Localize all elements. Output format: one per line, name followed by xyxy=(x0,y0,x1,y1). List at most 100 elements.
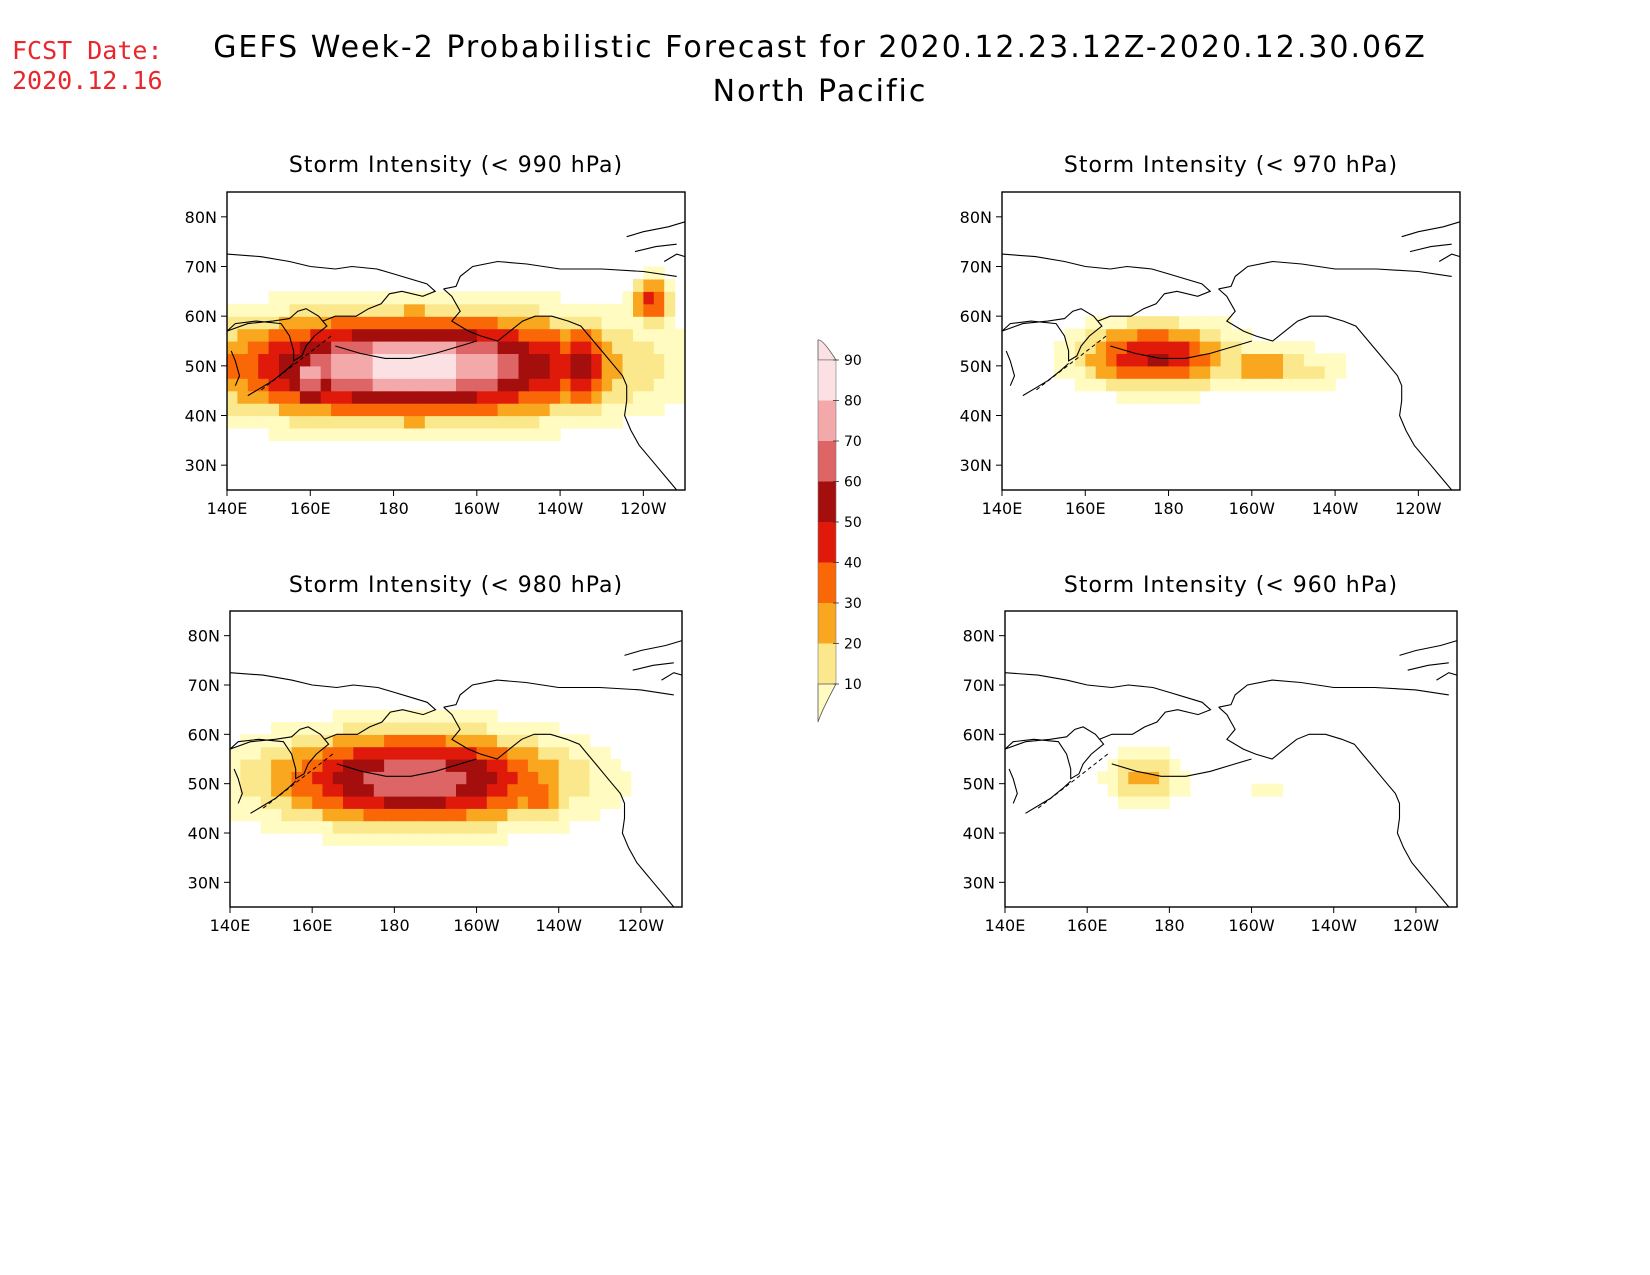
probability-cell xyxy=(1335,365,1347,379)
probability-cell xyxy=(362,328,374,342)
map-frame xyxy=(1004,610,1458,908)
probability-cell xyxy=(260,820,272,834)
probability-cell xyxy=(320,291,332,305)
probability-cell xyxy=(601,303,613,317)
probability-cell xyxy=(301,796,313,809)
lat-label: 30N xyxy=(960,456,992,475)
probability-cell xyxy=(351,427,363,441)
probability-cell xyxy=(508,328,519,342)
probability-cell xyxy=(1220,341,1232,354)
probability-cell xyxy=(1137,365,1149,379)
probability-cell xyxy=(383,328,395,342)
probability-cell xyxy=(1220,378,1232,392)
probability-cell xyxy=(424,328,436,342)
probability-cell xyxy=(383,291,395,305)
probability-cell xyxy=(664,365,676,379)
probability-cell xyxy=(528,328,540,342)
probability-cell xyxy=(456,341,467,354)
probability-cell xyxy=(517,783,529,797)
probability-cell xyxy=(487,415,499,429)
probability-cell xyxy=(353,734,365,748)
probability-cell xyxy=(312,759,324,772)
probability-cell xyxy=(1116,341,1128,354)
probability-cell xyxy=(486,722,498,735)
probability-cell xyxy=(240,796,252,809)
lat-label: 50N xyxy=(963,775,995,794)
probability-cell xyxy=(435,291,447,305)
probability-cell xyxy=(539,427,551,441)
probability-cell xyxy=(1231,353,1242,367)
lat-label: 60N xyxy=(963,725,995,744)
probability-cell xyxy=(1231,341,1242,354)
probability-cell xyxy=(1199,378,1211,392)
probability-cell xyxy=(363,734,375,748)
probability-cell xyxy=(476,808,488,822)
coastline xyxy=(229,672,437,740)
probability-cell xyxy=(351,291,363,305)
coastline xyxy=(1399,640,1458,656)
probability-cell xyxy=(258,415,270,429)
forecast-date-label: FCST Date: 2020.12.16 xyxy=(12,36,163,96)
probability-cell xyxy=(289,365,301,379)
probability-cell xyxy=(580,341,592,354)
probability-cell xyxy=(1251,378,1263,392)
probability-cell xyxy=(1147,378,1159,392)
probability-cell xyxy=(589,808,601,822)
probability-cell xyxy=(404,427,415,441)
probability-cell xyxy=(508,365,519,379)
probability-cell xyxy=(435,390,447,404)
probability-cell xyxy=(580,403,592,417)
coastline xyxy=(230,350,241,386)
probability-cell xyxy=(570,316,582,330)
probability-cell xyxy=(281,808,293,822)
lon-label: 180 xyxy=(1154,916,1185,935)
probability-cell xyxy=(527,759,539,772)
probability-cell xyxy=(599,771,611,785)
probability-cell xyxy=(227,415,238,429)
probability-cell xyxy=(1168,390,1180,404)
probability-cell xyxy=(341,415,353,429)
probability-cell xyxy=(664,341,676,354)
probability-cell xyxy=(281,759,293,772)
probability-cell xyxy=(393,390,405,404)
probability-cell xyxy=(445,722,457,735)
probability-cell xyxy=(1293,341,1305,354)
probability-cell xyxy=(1179,771,1191,785)
probability-cell xyxy=(312,722,324,735)
probability-cell xyxy=(527,771,539,785)
probability-cell xyxy=(372,341,384,354)
probability-cell xyxy=(240,808,252,822)
probability-cell xyxy=(560,415,572,429)
lat-label: 80N xyxy=(185,208,217,227)
probability-cell xyxy=(289,316,301,330)
figure-subtitle: North Pacific xyxy=(712,74,928,109)
probability-cell xyxy=(539,378,551,392)
probability-cell xyxy=(394,734,406,748)
lat-label: 30N xyxy=(963,873,995,892)
probability-cell xyxy=(643,278,655,292)
probability-cell xyxy=(289,291,301,305)
lon-label: 120W xyxy=(1393,916,1440,935)
probability-cell xyxy=(310,291,322,305)
probability-cell xyxy=(383,303,395,317)
probability-cell xyxy=(548,808,560,822)
probability-cell xyxy=(1169,783,1181,797)
probability-cell xyxy=(310,403,322,417)
probability-cell xyxy=(456,403,467,417)
probability-cell xyxy=(1064,341,1076,354)
coastline xyxy=(1401,221,1461,238)
probability-cell xyxy=(353,771,365,785)
probability-cell xyxy=(250,796,262,809)
probability-cell xyxy=(653,403,665,417)
probability-cell xyxy=(372,303,384,317)
probability-cell xyxy=(260,746,272,760)
probability-cell xyxy=(643,390,655,404)
probability-cell xyxy=(466,796,478,809)
probability-cell xyxy=(518,291,530,305)
probability-cell xyxy=(414,771,426,785)
probability-cell xyxy=(230,771,241,785)
probability-cell xyxy=(393,403,405,417)
probability-cell xyxy=(383,353,395,367)
probability-cell xyxy=(507,808,519,822)
